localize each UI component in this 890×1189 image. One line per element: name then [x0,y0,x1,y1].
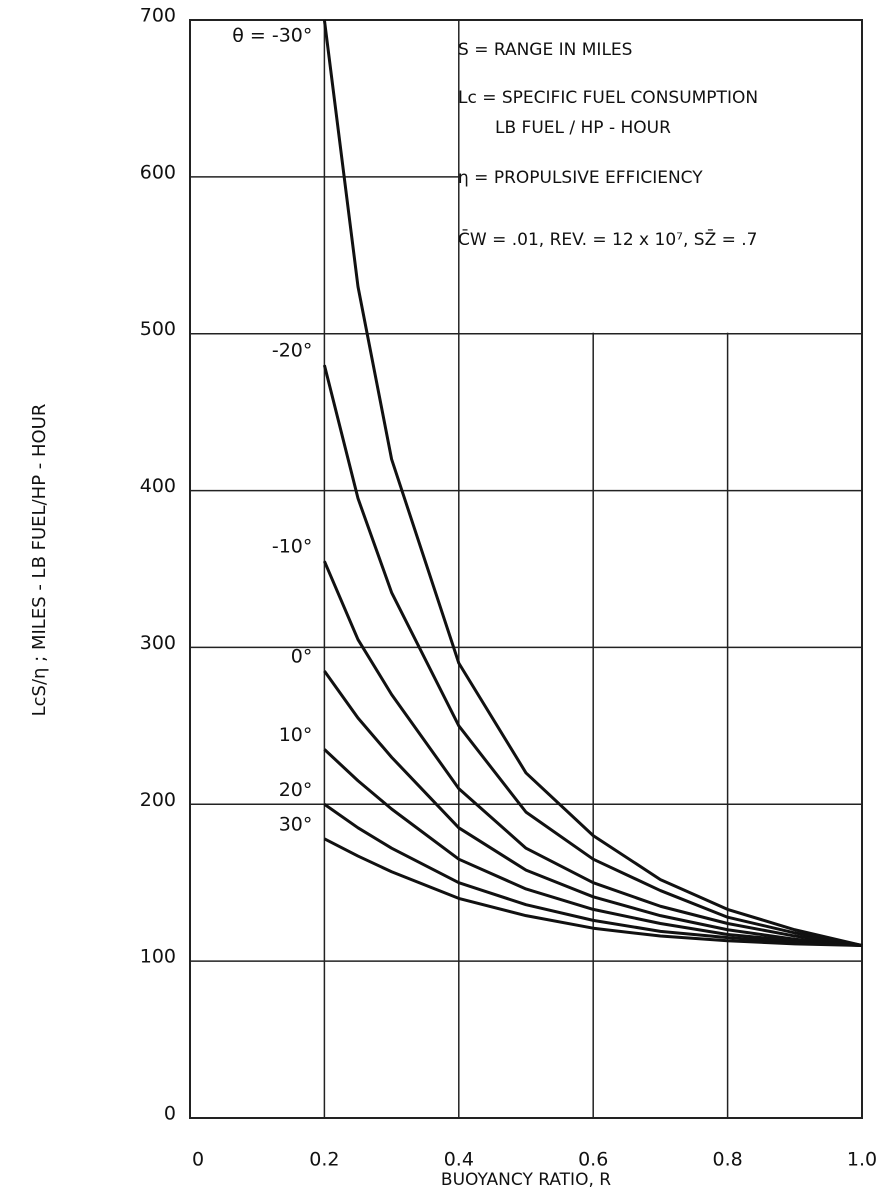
curve [323,670,863,947]
x-tick-label: 0.8 [712,1149,742,1171]
annotation: η = PROPULSIVE EFFICIENCY [458,168,703,188]
y-tick-label: 200 [140,789,176,811]
annotation: C̄W = .01, REV. = 12 x 10⁷, SZ̄ = .7 [458,228,757,250]
plot-frame [189,19,863,1119]
y-tick-label: 100 [140,946,176,968]
y-tick-label: 600 [140,161,176,183]
y-tick-label: 300 [140,632,176,654]
curve [322,364,863,947]
x-axis-label: BUOYANCY RATIO, R [441,1170,611,1189]
y-tick-label: 500 [140,318,176,340]
x-tick-label: 0.6 [578,1149,608,1171]
curve-label: 10° [279,724,313,746]
annotation: S = RANGE IN MILES [458,40,632,60]
curve-label: 0° [291,645,313,667]
curve-label: -10° [272,536,313,558]
x-tick-label: 0 [192,1149,204,1171]
curve-label: θ = -30° [232,25,312,47]
curve-label: -20° [272,340,313,362]
x-tick-label: 1.0 [847,1149,877,1171]
curve [323,560,863,947]
curve [322,19,863,947]
curve [323,837,863,947]
y-tick-label: 700 [140,5,176,27]
y-axis-label: LcS/η ; MILES - LB FUEL/HP - HOUR [29,404,50,717]
x-tick-label: 0.2 [309,1149,339,1171]
annotation-box [459,21,861,333]
y-tick-label: 0 [164,1103,176,1125]
curve [323,748,863,947]
annotation: LB FUEL / HP - HOUR [495,118,671,138]
y-tick-label: 400 [140,475,176,497]
curve-label: 20° [279,779,313,801]
curve [323,803,863,947]
annotation: Lc = SPECIFIC FUEL CONSUMPTION [458,88,758,108]
x-tick-label: 0.4 [444,1149,474,1171]
curve-label: 30° [279,813,313,835]
